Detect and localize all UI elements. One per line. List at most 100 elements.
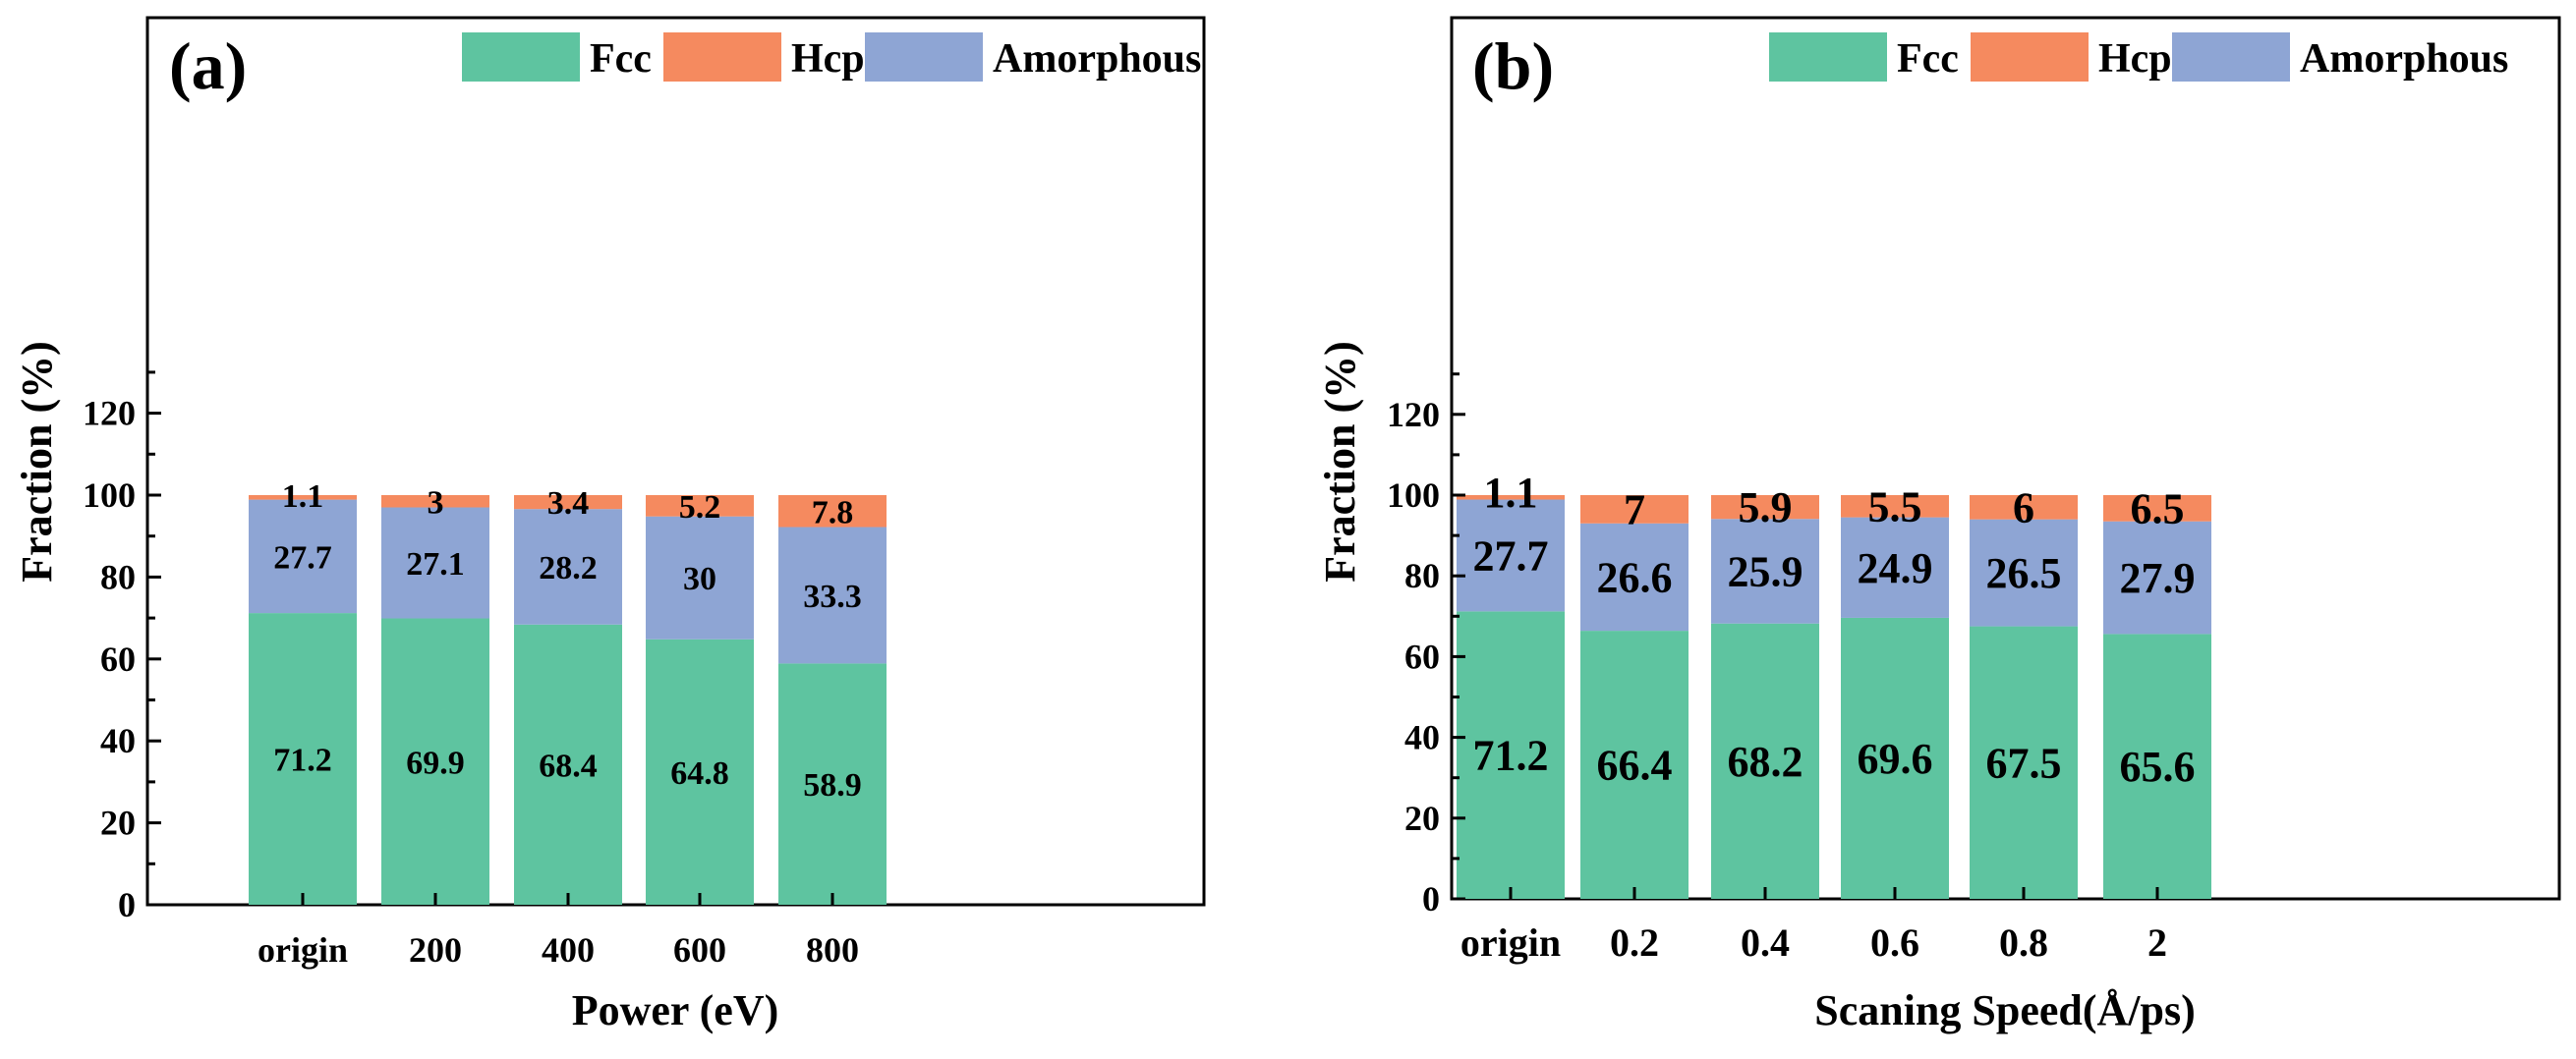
data-label-amorphous-a: 27.1 [406, 546, 465, 583]
data-label-hcp-a: 7.8 [812, 494, 854, 530]
bar-segment-hcp-b [1580, 495, 1689, 524]
data-label-fcc-b: 71.2 [1473, 732, 1549, 780]
data-label-fcc-b: 68.2 [1728, 738, 1803, 786]
legend-label-fcc-b: Fcc [1897, 36, 1959, 82]
x-axis-title-b: Scaning Speed(Å/ps) [1814, 986, 2196, 1034]
bar-segment-amorphous-a [514, 509, 622, 625]
panel-label-b: (b) [1472, 28, 1554, 103]
bar-segment-amorphous-b [1711, 519, 1819, 624]
bar-segment-fcc-a [778, 663, 887, 905]
bars-a: 71.2 27.7 1.1 69.9 27.1 3 68.4 28.2 3.4 64.8 30 5.2… [249, 478, 887, 905]
bar-segment-hcp-b [1970, 495, 2078, 520]
x-tick-label-a: origin [258, 930, 348, 970]
data-label-amorphous-a: 28.2 [539, 550, 598, 586]
bar-segment-fcc-b [1970, 626, 2078, 899]
bar-segment-amorphous-a [646, 516, 754, 640]
bar-segment-fcc-a [514, 624, 622, 905]
data-label-fcc-b: 65.6 [2120, 743, 2196, 791]
x-tick-label-a: 200 [409, 930, 462, 970]
x-tick-label-a: 800 [806, 930, 859, 970]
panel-b: (b) Fcc Hcp Amorphous 71.2 27.7 1.1 66.4 2 6.… [1316, 16, 2561, 1034]
data-label-fcc-a: 69.9 [406, 745, 465, 781]
data-label-hcp-b: 7 [1624, 485, 1645, 533]
bar-segment-fcc-b [1711, 623, 1819, 899]
y-tick-label-b: 80 [1404, 556, 1440, 595]
panel-label-a: (a) [169, 28, 247, 103]
y-tick-label-b: 60 [1404, 637, 1440, 676]
y-tick-label-b: 120 [1387, 395, 1440, 434]
y-axis-a: 0 20 40 60 80 100 120 [83, 370, 161, 924]
legend-label-hcp-b: Hcp [2098, 36, 2172, 82]
x-axis-b: origin 0.2 0.4 0.6 0.8 2 [1460, 887, 2167, 965]
data-label-fcc-b: 66.4 [1597, 742, 1673, 790]
bars-b: 71.2 27.7 1.1 66.4 26.6 7 68.2 25.9 5.9 69.6 24.9 5… [1457, 469, 2211, 899]
data-label-fcc-b: 69.6 [1858, 735, 1933, 783]
y-tick-label-a: 120 [83, 394, 136, 433]
data-label-amorphous-a: 33.3 [803, 579, 862, 615]
data-label-fcc-a: 58.9 [803, 767, 862, 804]
data-label-hcp-b: 5.9 [1739, 483, 1793, 531]
data-label-fcc-b: 67.5 [1986, 739, 2062, 787]
bar-segment-fcc-a [249, 613, 357, 905]
x-tick-label-b: 0.6 [1870, 920, 1919, 965]
bar-segment-fcc-b [1457, 611, 1565, 899]
legend-label-hcp-a: Hcp [791, 36, 865, 82]
y-tick-label-b: 20 [1404, 799, 1440, 838]
data-label-hcp-b: 6.5 [2131, 484, 2185, 532]
bar-segment-amorphous-a [249, 499, 357, 614]
data-label-amorphous-b: 27.9 [2120, 554, 2196, 602]
y-axis-title-a: Fraction (%) [13, 341, 61, 583]
legend-label-fcc-a: Fcc [590, 36, 652, 82]
y-tick-label-a: 100 [83, 475, 136, 515]
bar-segment-amorphous-b [1580, 523, 1689, 632]
bar-segment-amorphous-b [2103, 521, 2211, 635]
y-tick-label-a: 60 [100, 640, 136, 679]
legend-swatch-fcc-a [462, 32, 580, 82]
data-label-hcp-b: 1.1 [1484, 469, 1538, 517]
x-tick-label-b: 0.2 [1610, 920, 1659, 965]
bar-segment-hcp-a [514, 495, 622, 510]
bar-segment-hcp-b [1841, 495, 1949, 518]
bar-segment-hcp-a [381, 495, 489, 508]
legend-swatch-amorphous-a [865, 32, 983, 82]
y-tick-label-b: 0 [1422, 879, 1440, 919]
data-label-fcc-a: 64.8 [670, 755, 729, 792]
legend-swatch-hcp-b [1971, 32, 2089, 82]
data-label-amorphous-a: 30 [683, 561, 716, 597]
y-tick-label-b: 40 [1404, 718, 1440, 757]
x-tick-label-a: 600 [673, 930, 726, 970]
bar-segment-hcp-b [1711, 495, 1819, 520]
data-label-fcc-a: 71.2 [273, 743, 332, 779]
bar-segment-fcc-a [381, 618, 489, 905]
legend-label-amorphous-a: Amorphous [993, 36, 1201, 82]
x-tick-label-b: origin [1460, 920, 1561, 965]
x-axis-a: origin 200 400 600 800 [258, 893, 859, 970]
bar-segment-hcp-b [2103, 495, 2211, 522]
data-label-hcp-b: 6 [2013, 483, 2034, 531]
y-tick-label-a: 0 [118, 885, 136, 924]
bar-segment-amorphous-b [1841, 517, 1949, 618]
y-tick-label-b: 100 [1387, 475, 1440, 515]
legend-swatch-amorphous-b [2172, 32, 2290, 82]
data-label-amorphous-b: 24.9 [1858, 544, 1933, 592]
bar-segment-hcp-a [778, 495, 887, 528]
y-tick-label-a: 80 [100, 557, 136, 596]
legend-swatch-fcc-b [1769, 32, 1887, 82]
legend-b: Fcc Hcp Amorphous [1769, 32, 2508, 82]
data-label-hcp-a: 1.1 [282, 478, 324, 515]
bar-segment-hcp-b [1457, 495, 1565, 500]
bar-segment-fcc-b [1841, 617, 1949, 899]
legend-swatch-hcp-a [663, 32, 781, 82]
data-label-hcp-b: 5.5 [1868, 482, 1922, 530]
bar-segment-fcc-b [1580, 631, 1689, 899]
panel-a: (a) Fcc Hcp Amorphous 71.2 27.7 1.1 69.9 27.… [13, 16, 1206, 1034]
bar-segment-hcp-a [249, 495, 357, 500]
bar-segment-amorphous-a [778, 527, 887, 664]
data-label-hcp-a: 3.4 [547, 485, 590, 522]
data-label-amorphous-b: 27.7 [1473, 531, 1549, 580]
y-tick-label-a: 40 [100, 721, 136, 760]
x-tick-label-b: 2 [2147, 920, 2167, 965]
y-axis-b: 0 20 40 60 80 100 120 [1387, 372, 1465, 919]
legend-a: Fcc Hcp Amorphous [462, 32, 1201, 82]
